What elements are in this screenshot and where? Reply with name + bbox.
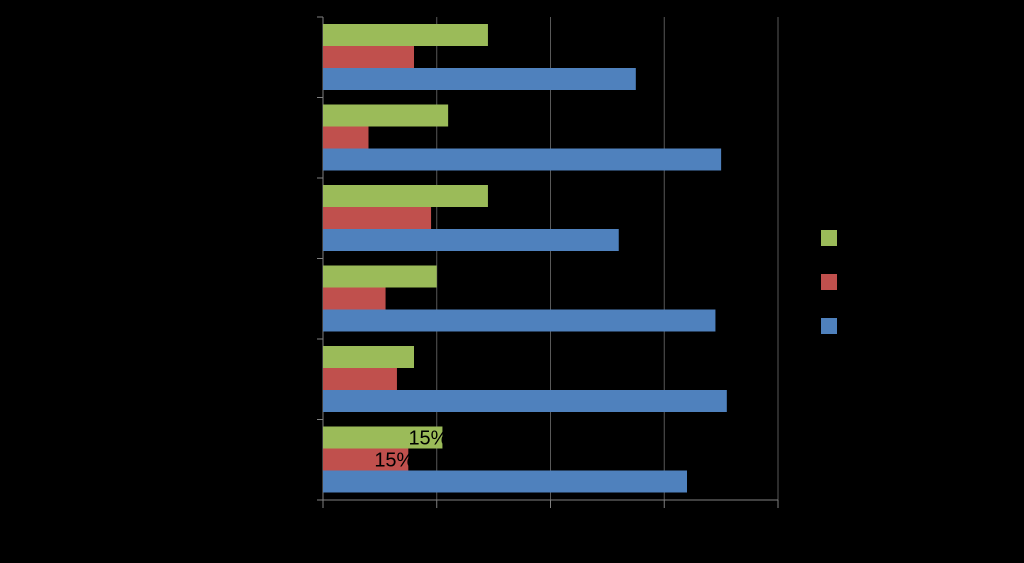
bar [323,104,449,127]
axes [317,16,779,508]
data-label: 15% [374,450,414,472]
bars [323,24,727,493]
legend-swatch [821,318,837,334]
data-label: 15% [408,428,448,450]
bar [323,24,488,46]
bar [323,148,722,171]
bar [323,229,619,251]
bar [323,368,397,390]
legend-swatch [821,230,837,246]
bar [323,309,716,332]
bar [323,126,369,149]
bar [323,346,414,368]
bar [323,287,386,310]
legend [821,230,837,334]
bar [323,207,432,229]
bar [323,448,409,471]
bar [323,46,414,68]
gridlines [436,17,779,500]
data-labels: 15%15% [374,428,448,472]
bar [323,185,488,207]
bar [323,470,687,493]
legend-swatch [821,274,837,290]
bar [323,265,437,288]
bar [323,426,443,449]
bar [323,390,727,412]
bar [323,68,636,90]
